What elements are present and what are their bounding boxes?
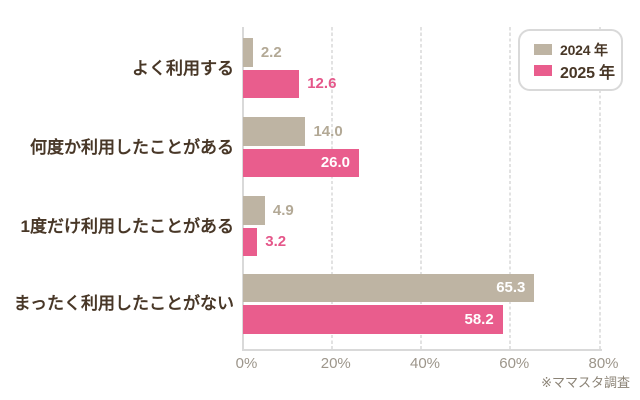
source-note: ※ママスタ調査	[541, 375, 630, 390]
legend-label-2025: 2025 年	[560, 64, 615, 82]
bar-2024年-1	[243, 117, 306, 146]
category-label: 何度か利用したことがある	[30, 137, 234, 157]
y-axis-line	[241, 27, 244, 351]
value-label: 14.0	[313, 122, 343, 140]
value-label: 58.2	[464, 310, 494, 328]
bar-2025年-3	[243, 305, 503, 334]
gridline-60	[509, 27, 512, 349]
x-tick-label-0: 0%	[235, 354, 258, 372]
x-tick-label-60: 60%	[499, 354, 530, 372]
legend-item-2025: 2025 年	[534, 60, 621, 82]
category-label: 1度だけ利用したことがある	[20, 216, 234, 236]
value-label: 3.2	[265, 233, 287, 251]
legend-swatch-2025	[534, 65, 552, 76]
category-label: よく利用する	[132, 58, 234, 78]
value-label: 12.6	[307, 75, 337, 93]
bar-2025年-0	[243, 69, 300, 98]
gridline-40	[420, 27, 422, 349]
value-label: 26.0	[320, 154, 351, 172]
value-label: 2.2	[260, 43, 282, 61]
bar-2025年-1	[243, 148, 360, 177]
legend-item-2024: 2024 年	[534, 39, 621, 60]
legend-label-2024: 2024 年	[560, 41, 608, 58]
legend-swatch-2024	[534, 44, 552, 55]
bar-2024年-3	[243, 273, 535, 302]
bar-2025年-2	[243, 227, 258, 256]
gridline-20	[330, 27, 333, 349]
x-tick-label-80: 80%	[588, 354, 619, 372]
x-tick-label-40: 40%	[409, 354, 441, 372]
value-label: 4.9	[272, 201, 294, 219]
x-tick-label-20: 20%	[320, 354, 351, 372]
bar-2024年-0	[243, 38, 253, 67]
legend: 2024 年 2025 年	[518, 29, 623, 91]
gridline-80	[598, 27, 601, 349]
category-label: まったく利用したことがない	[13, 294, 234, 313]
x-axis-line	[241, 348, 602, 351]
value-label: 65.3	[496, 279, 526, 297]
bar-2024年-2	[243, 196, 265, 225]
